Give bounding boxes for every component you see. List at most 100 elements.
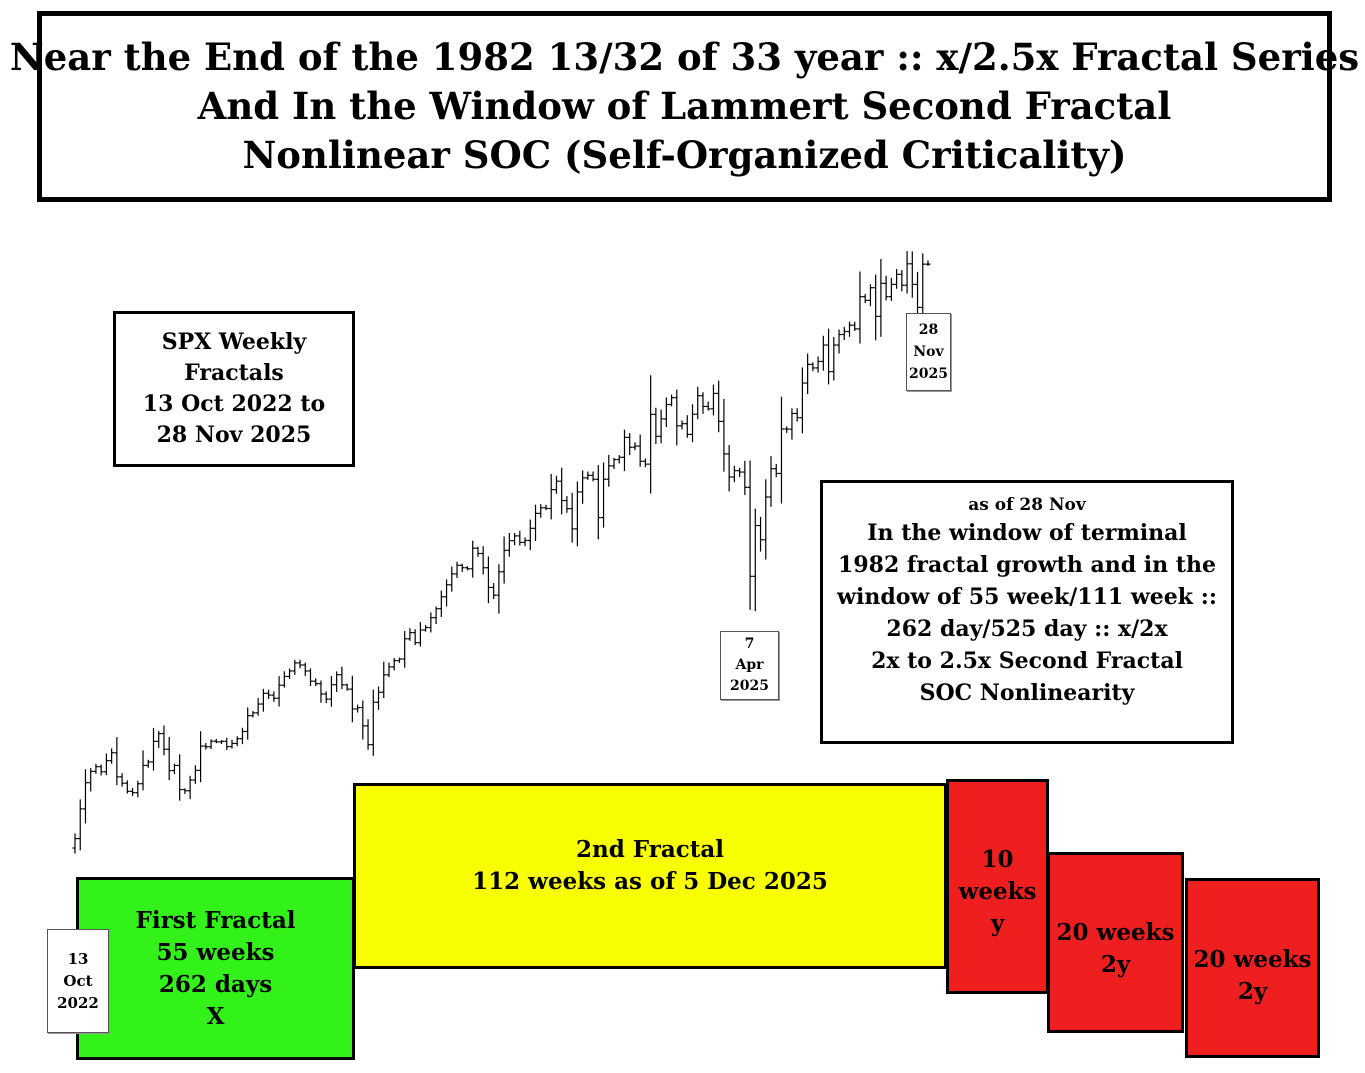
ohlc-bar — [674, 389, 680, 446]
second-fractal-line-1: 2nd Fractal — [575, 836, 725, 863]
ohlc-bar — [585, 471, 591, 480]
ohlc-bar — [773, 463, 779, 478]
ten-week-line-3: y — [990, 910, 1005, 937]
title-line-2: And In the Window of Lammert Second Frac… — [197, 84, 1172, 128]
ohlc-bar — [114, 737, 120, 786]
ohlc-bar — [166, 736, 172, 781]
ohlc-bar — [648, 375, 654, 494]
ohlc-bar — [925, 260, 931, 266]
ohlc-bar — [156, 730, 162, 748]
ohlc-bar — [119, 773, 125, 787]
ohlc-bar — [307, 668, 313, 686]
first-fractal-line-1: First Fractal — [135, 906, 296, 934]
ohlc-bar — [690, 404, 696, 443]
ohlc-bar — [391, 657, 397, 671]
ohlc-bar — [260, 688, 266, 712]
ohlc-bar — [716, 380, 722, 433]
ohlc-bar — [805, 353, 811, 395]
ohlc-bar — [700, 392, 706, 414]
info-line-1: SPX Weekly — [161, 329, 307, 355]
twenty-week-fractal-box-2: 20 weeks 2y — [1185, 878, 1320, 1058]
ohlc-bar — [574, 481, 580, 547]
ohlc-bar — [470, 540, 476, 578]
ohlc-bar — [768, 456, 774, 507]
ohlc-bar — [417, 622, 423, 647]
ohlc-bar — [344, 683, 350, 691]
info-line-2: Fractals — [184, 360, 284, 386]
ohlc-bar — [784, 426, 790, 433]
ohlc-bar — [318, 680, 324, 703]
ten-week-line-2: weeks — [958, 878, 1037, 905]
ohlc-bar — [899, 270, 905, 292]
ohlc-bar — [239, 727, 245, 745]
ohlc-bar — [245, 707, 251, 740]
ohlc-bar — [862, 293, 868, 304]
ohlc-bar — [433, 606, 439, 625]
ohlc-bar — [365, 719, 371, 750]
ohlc-bar — [203, 743, 209, 750]
ohlc-bar — [213, 738, 219, 744]
ohlc-bar — [475, 546, 481, 557]
ohlc-bar — [130, 787, 136, 797]
ohlc-bar — [171, 763, 177, 775]
twenty-week-1-line-1: 20 weeks — [1056, 919, 1175, 946]
first-fractal-box: First Fractal 55 weeks 262 days X — [76, 877, 355, 1060]
ohlc-bar — [250, 710, 256, 718]
twenty-week-2-line-1: 20 weeks — [1193, 946, 1312, 973]
ohlc-bar — [407, 628, 413, 641]
ohlc-bar — [438, 590, 444, 618]
ohlc-bar — [606, 454, 612, 487]
ohlc-bar — [894, 268, 900, 289]
ohlc-bar — [145, 759, 151, 768]
title-line-1: Near the End of the 1982 13/32 of 33 yea… — [9, 35, 1360, 79]
ohlc-bar — [642, 458, 648, 468]
ohlc-bar — [182, 788, 188, 795]
ohlc-bar — [538, 504, 544, 518]
ohlc-bar — [428, 612, 434, 633]
chart-title: Near the End of the 1982 13/32 of 33 yea… — [10, 11, 1359, 202]
ohlc-bar — [522, 537, 528, 547]
ohlc-bar — [794, 408, 800, 422]
ohlc-bar — [292, 659, 298, 675]
ohlc-bar — [449, 566, 455, 592]
ohlc-bar — [637, 434, 643, 467]
ohlc-bar — [454, 561, 460, 578]
ohlc-bar — [198, 731, 204, 783]
ohlc-bar — [506, 532, 512, 557]
ohlc-bar — [234, 736, 240, 747]
ohlc-bar — [883, 275, 889, 301]
ohlc-bar — [281, 671, 287, 688]
ohlc-bar — [621, 429, 627, 472]
ohlc-bar — [480, 546, 486, 575]
ohlc-bar — [360, 700, 366, 740]
ohlc-bar — [402, 630, 408, 668]
ohlc-bar — [758, 516, 764, 552]
ohlc-bar — [847, 321, 853, 337]
info-box: SPX Weekly Fractals 13 Oct 2022 to 28 No… — [113, 311, 355, 467]
ohlc-bar — [601, 462, 607, 528]
ohlc-bar — [150, 727, 156, 771]
end-date-year: 2025 — [909, 366, 948, 382]
twenty-week-2-line-2: 2y — [1237, 978, 1268, 1005]
ohlc-bar — [705, 401, 711, 411]
ohlc-bar — [543, 504, 549, 511]
ohlc-bar — [569, 492, 575, 543]
note-line-6: 2x to 2.5x Second Fractal — [871, 648, 1183, 674]
ohlc-bar — [328, 676, 334, 707]
ohlc-bar — [349, 675, 355, 723]
first-fractal-line-3: 262 days — [158, 970, 273, 998]
ohlc-bar — [904, 251, 910, 294]
ohlc-bar — [302, 662, 308, 676]
second-fractal-box: 2nd Fractal 112 weeks as of 5 Dec 2025 — [353, 783, 947, 969]
ohlc-bar — [501, 536, 507, 584]
note-line-7: SOC Nonlinearity — [919, 680, 1135, 706]
ohlc-bar — [710, 384, 716, 416]
ohlc-bar — [339, 666, 345, 690]
info-line-3: 13 Oct 2022 to — [142, 391, 326, 417]
title-line-3: Nonlinear SOC (Self-Organized Criticalit… — [242, 133, 1127, 177]
ohlc-bar — [669, 394, 675, 407]
ohlc-bar — [611, 457, 617, 469]
ohlc-bar — [88, 768, 94, 792]
ohlc-bar — [595, 465, 601, 540]
ohlc-bar — [878, 258, 884, 337]
